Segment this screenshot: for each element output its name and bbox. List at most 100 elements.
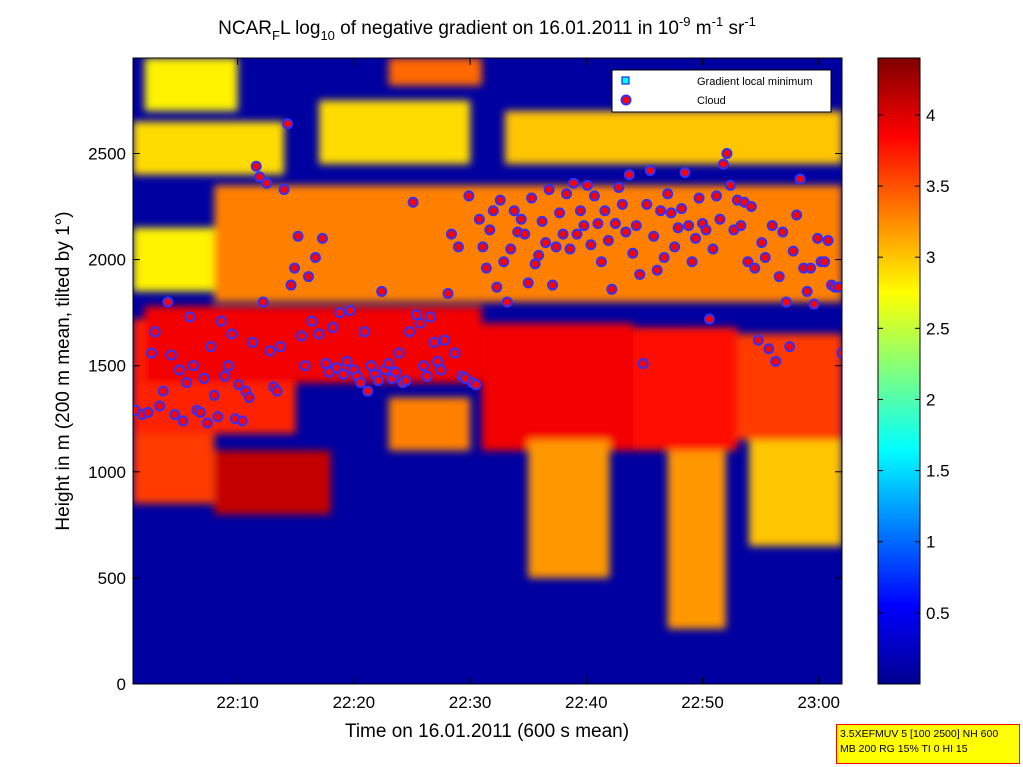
cloud-point [264,345,276,357]
cloud-point [383,358,395,370]
cloud-point [470,379,482,391]
cloud-point [487,205,499,217]
cloud-point [212,411,224,423]
cloud-point [683,220,695,232]
cloud-point [819,256,831,268]
cloud-point [550,241,562,253]
intensity-region-0 [133,433,215,504]
cloud-point [421,370,433,382]
cloud-point [177,415,189,427]
cloud-point [296,330,308,342]
colorbar-tick-label: 3.5 [926,177,950,196]
cloud-point [602,234,614,246]
intensity-region-17 [133,227,215,292]
cloud-point [285,279,297,291]
cloud-point [620,226,632,238]
cloud-point [180,377,192,389]
cloud-point [313,328,325,340]
cloud-point [142,406,154,418]
intensity-region-13 [388,58,482,86]
cloud-point [756,237,768,249]
x-axis-ticks: 22:10 22:20 22:30 22:40 22:50 23:00 [216,58,840,712]
cloud-point [477,241,489,253]
cloud-point [226,328,238,340]
cloud-point [428,336,440,348]
cloud-point [536,215,548,227]
cloud-point [407,196,419,208]
cloud-point [707,243,719,255]
colorbar-ticks: 0.5 1 1.5 2 2.5 3 3.5 4 [878,106,950,623]
cloud-point [805,262,817,274]
cloud-point [247,336,259,348]
cloud-point [770,355,782,367]
cloud-point [669,241,681,253]
cloud-point [275,341,287,353]
cloud-point [162,296,174,308]
cloud-point [390,366,402,378]
cloud-point [303,271,315,283]
cloud-point [463,190,475,202]
cloud-point [445,228,457,240]
cloud-point [547,279,559,291]
info-line-1: 3.5XEFMUV 5 [100 2500] NH 600 [840,728,999,740]
cloud-point [561,188,573,200]
cloud-point [184,311,196,323]
intensity-region-6 [528,439,610,578]
cloud-point [791,209,803,221]
plot-area: 22:10 22:20 22:30 22:40 22:50 23:00 0 500 1000 1… [88,57,843,712]
cloud-point [801,285,813,297]
cloud-point [282,118,294,130]
cloud-point [714,213,726,225]
y-axis-ticks: 0 500 1000 1500 2000 2500 [88,144,842,694]
cloud-point [833,281,842,293]
cloud-point [766,220,778,232]
cloud-point [400,375,412,387]
cloud-point [278,184,290,196]
cloud-point [146,347,158,359]
cloud-point [292,230,304,242]
cloud-point [261,177,273,189]
cloud-point [341,355,353,367]
cloud-point [222,360,234,372]
cloud-point [480,262,492,274]
cloud-point [299,360,311,372]
cloud-point [215,315,227,327]
y-axis-label: Height in m (200 m mean, tilted by 1°) [53,211,74,530]
cloud-point [257,296,269,308]
info-line-2: MB 200 RG 15% TI 0 HI 15 [840,743,968,755]
cloud-point [606,283,618,295]
cloud-point [794,173,806,185]
cloud-point [703,313,715,325]
cloud-point [271,385,283,397]
cloud-point [243,392,255,404]
x-tick-label: 22:20 [333,693,376,712]
plot-frame [132,57,843,685]
y-tick-label: 2500 [88,144,126,163]
cloud-point [316,232,328,244]
cloud-point [452,241,464,253]
cloud-point [165,349,177,361]
cloud-point [686,256,698,268]
cloud-point [627,247,639,259]
legend-entry-cloud: Cloud [697,95,726,107]
legend-cloud-marker-icon [620,94,632,106]
cloud-point [533,249,545,261]
cloud-point [641,198,653,210]
cloud-point [655,205,667,217]
cloud-point [484,224,496,236]
cloud-point [233,379,245,391]
colorbar-tick-label: 1.5 [926,462,950,481]
cloud-point [404,326,416,338]
y-tick-label: 1500 [88,357,126,376]
cloud-point [157,385,169,397]
cloud-point [169,409,181,421]
cloud-point [519,228,531,240]
cloud-point [749,262,761,274]
cloud-point [613,181,625,193]
intensity-region-10 [749,439,842,547]
cloud-point [154,400,166,412]
cloud-point [355,377,367,389]
cloud-point [574,205,586,217]
colorbar-tick-label: 3 [926,248,935,267]
